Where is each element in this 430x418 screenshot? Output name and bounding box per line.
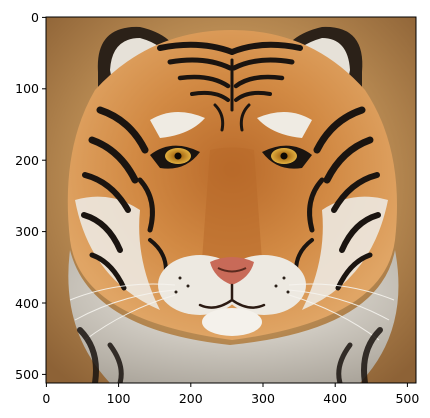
y-tick-label: 400 — [15, 296, 39, 311]
tiger-photo — [46, 17, 416, 383]
x-tick-label: 500 — [395, 391, 419, 406]
x-tick-label: 400 — [323, 391, 347, 406]
axes-frame — [45, 16, 417, 384]
y-tick-label: 300 — [15, 224, 39, 239]
y-tick-label: 100 — [15, 81, 39, 96]
x-tick-label: 200 — [179, 391, 203, 406]
y-axis: 0 100 200 300 400 500 — [15, 10, 46, 382]
x-tick-marks — [45, 383, 408, 387]
x-axis: 0 100 200 300 400 500 — [42, 383, 419, 406]
x-tick-label: 100 — [107, 391, 131, 406]
x-tick-label: 0 — [42, 391, 50, 406]
y-tick-marks — [42, 16, 46, 375]
y-tick-label: 200 — [15, 153, 39, 168]
y-tick-label: 500 — [15, 367, 39, 382]
y-tick-label: 0 — [31, 10, 39, 25]
x-tick-label: 300 — [251, 391, 275, 406]
